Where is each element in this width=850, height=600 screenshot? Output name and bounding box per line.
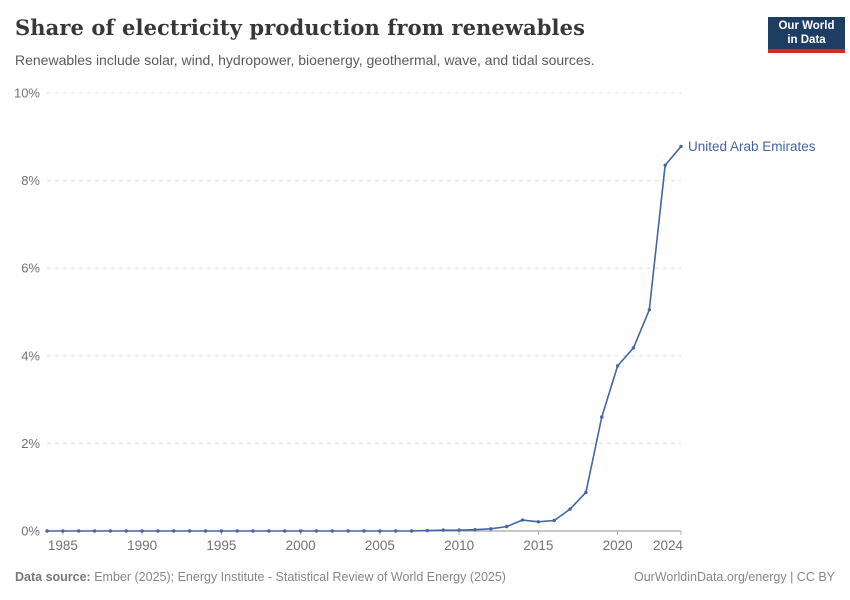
data-point-marker[interactable]	[219, 529, 224, 533]
data-source-note: Data source: Ember (2025); Energy Instit…	[15, 570, 506, 584]
data-point-marker[interactable]	[251, 529, 255, 533]
data-point-marker[interactable]	[441, 528, 445, 532]
data-point-marker[interactable]	[61, 529, 65, 533]
x-axis-tick-label: 2024	[653, 538, 684, 553]
data-point-marker[interactable]	[520, 518, 525, 522]
data-point-marker[interactable]	[489, 527, 493, 531]
owid-logo: Our World in Data	[768, 17, 845, 53]
data-point-marker[interactable]	[600, 415, 604, 419]
data-point-marker[interactable]	[536, 520, 541, 524]
y-axis-tick-label: 10%	[14, 86, 40, 101]
y-axis-tick-label: 0%	[21, 524, 40, 539]
data-point-marker[interactable]	[584, 490, 588, 495]
data-point-marker[interactable]	[615, 364, 620, 368]
data-point-marker[interactable]	[362, 529, 366, 533]
data-point-marker[interactable]	[631, 346, 636, 350]
data-point-marker[interactable]	[124, 529, 128, 533]
data-point-marker[interactable]	[77, 529, 81, 533]
y-axis-tick-label: 8%	[21, 173, 40, 188]
data-point-marker[interactable]	[473, 527, 477, 532]
x-axis-tick-label: 1990	[127, 538, 157, 553]
data-point-marker[interactable]	[552, 518, 556, 523]
y-axis-tick-label: 4%	[21, 348, 40, 363]
x-axis-tick-label: 1995	[206, 538, 236, 553]
y-axis-tick-label: 2%	[21, 436, 40, 451]
x-axis-tick-label: 1985	[48, 538, 78, 553]
data-point-marker[interactable]	[378, 529, 382, 533]
x-axis-tick-label: 2015	[523, 538, 553, 553]
series-entity-label: United Arab Emirates	[688, 139, 816, 154]
data-point-marker[interactable]	[647, 308, 651, 312]
x-axis-tick-label: 2000	[286, 538, 316, 553]
x-axis-tick-label: 2005	[365, 538, 395, 553]
data-point-marker[interactable]	[409, 529, 414, 533]
data-point-marker[interactable]	[235, 529, 239, 533]
data-point-marker[interactable]	[679, 144, 683, 149]
line-chart-canvas[interactable]: 0% 2% 4% 6% 8% 10% 1985 1990 1995 2000 2005 2010 201…	[0, 84, 850, 560]
data-point-marker[interactable]	[663, 163, 667, 167]
chart-title: Share of electricity production from ren…	[15, 15, 586, 40]
data-point-marker[interactable]	[425, 528, 430, 533]
data-point-marker[interactable]	[298, 529, 303, 533]
series-line[interactable]	[47, 145, 682, 532]
data-point-marker[interactable]	[187, 529, 192, 533]
credit-link[interactable]: OurWorldinData.org/energy | CC BY	[633, 570, 835, 584]
data-point-marker[interactable]	[203, 529, 208, 533]
x-axis-tick-label: 2010	[444, 538, 474, 553]
data-point-marker[interactable]	[346, 529, 350, 533]
data-point-marker[interactable]	[45, 529, 49, 533]
data-point-marker[interactable]	[156, 529, 160, 533]
data-point-marker[interactable]	[568, 507, 572, 511]
data-point-marker[interactable]	[457, 528, 461, 532]
data-source-text: Ember (2025); Energy Institute - Statist…	[94, 570, 506, 584]
owid-logo-line1: Our World	[778, 20, 835, 32]
data-point-marker[interactable]	[172, 529, 176, 533]
data-point-marker[interactable]	[92, 529, 97, 533]
chart-subtitle: Renewables include solar, wind, hydropow…	[15, 52, 595, 68]
data-point-marker[interactable]	[504, 524, 509, 529]
x-axis-tick-label: 2020	[603, 538, 633, 553]
data-point-marker[interactable]	[140, 529, 144, 533]
data-point-marker[interactable]	[330, 529, 334, 533]
data-source-label: Data source:	[15, 570, 91, 584]
y-axis-tick-label: 6%	[21, 261, 40, 276]
chart-footer: Data source: Ember (2025); Energy Instit…	[15, 570, 835, 584]
owid-logo-line2: in Data	[787, 33, 826, 46]
data-point-marker[interactable]	[314, 529, 319, 533]
data-point-marker[interactable]	[108, 529, 113, 533]
data-point-marker[interactable]	[267, 529, 271, 533]
data-point-marker[interactable]	[283, 529, 287, 533]
data-point-marker[interactable]	[394, 529, 398, 533]
